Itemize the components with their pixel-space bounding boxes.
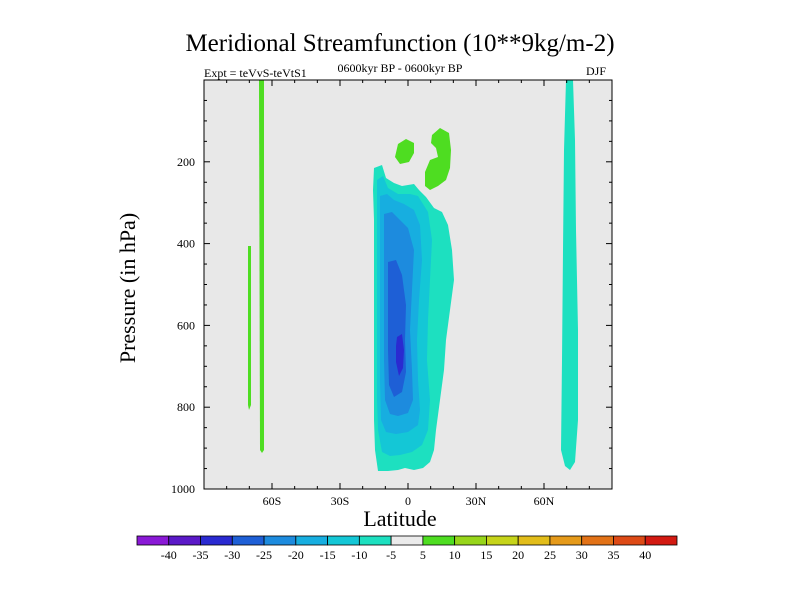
upper-green-blob-2 <box>425 128 451 190</box>
colorbar-swatch <box>168 535 201 546</box>
tropical-cell-level-minus30 <box>396 334 404 376</box>
x-axis-label: Latitude <box>363 506 437 531</box>
colorbar-label: -20 <box>288 548 304 562</box>
colorbar-label: -15 <box>320 548 336 562</box>
colorbar-label: -40 <box>161 548 177 562</box>
colorbar-swatch <box>644 535 678 546</box>
colorbar-swatch <box>517 535 551 546</box>
colorbar-swatch <box>295 535 328 546</box>
chart-title: Meridional Streamfunction (10**9kg/m-2) <box>185 30 615 57</box>
colorbar-label: -25 <box>256 548 272 562</box>
colorbar-label: 5 <box>420 548 426 562</box>
colorbar-swatch <box>263 535 297 546</box>
colorbar-swatch <box>581 535 614 546</box>
colorbar-label: -35 <box>193 548 209 562</box>
chart-subtitle: 0600kyr BP - 0600kyr BP <box>337 61 463 75</box>
colorbar-swatch <box>358 535 392 546</box>
colorbar-swatch <box>390 535 424 546</box>
colorbar-label: 10 <box>449 548 461 562</box>
band-58S-green <box>259 80 264 453</box>
x-tick-label: 30S <box>331 494 350 508</box>
band-66S-green <box>248 246 251 410</box>
y-tick-label: 600 <box>177 318 195 332</box>
colorbar-swatch <box>613 535 646 546</box>
colorbar-swatch <box>422 535 456 546</box>
colorbar-label: 30 <box>576 548 588 562</box>
colorbar-label: -30 <box>224 548 240 562</box>
colorbar-swatch <box>200 535 233 546</box>
x-tick-label: 30N <box>466 494 487 508</box>
colorbar-label: 25 <box>544 548 556 562</box>
colorbar-label: 40 <box>639 548 651 562</box>
colorbar-swatch <box>327 535 360 546</box>
colorbar-label: 15 <box>480 548 492 562</box>
colorbar-label: 20 <box>512 548 524 562</box>
colorbar-swatch <box>549 535 583 546</box>
experiment-label: Expt = teVvS-teVtS1 <box>204 66 307 80</box>
y-tick-label: 1000 <box>171 482 195 496</box>
colorbar-swatch <box>486 535 519 546</box>
x-tick-label: 60N <box>534 494 555 508</box>
colorbar-label: -5 <box>386 548 396 562</box>
season-label: DJF <box>586 64 607 78</box>
band-72N-cyan <box>561 80 578 470</box>
colorbar-label: 35 <box>607 548 619 562</box>
x-tick-label: 0 <box>405 494 411 508</box>
colorbar-swatch <box>136 535 170 546</box>
colorbar: -40 -35 -30 -25 -20 -15 -10 -5 5 10 15 20 25 30 35 40 <box>136 535 678 562</box>
upper-green-blob-1 <box>395 139 414 164</box>
x-tick-label: 60S <box>263 494 282 508</box>
y-tick-label: 200 <box>177 155 195 169</box>
colorbar-swatch <box>454 535 487 546</box>
axes: 200 400 600 800 1000 60S 30S 0 30N 60N <box>171 79 613 508</box>
colorbar-label: -10 <box>351 548 367 562</box>
contour-fields <box>248 80 578 471</box>
colorbar-swatch <box>231 535 265 546</box>
y-tick-label: 400 <box>177 237 195 251</box>
y-tick-label: 800 <box>177 400 195 414</box>
